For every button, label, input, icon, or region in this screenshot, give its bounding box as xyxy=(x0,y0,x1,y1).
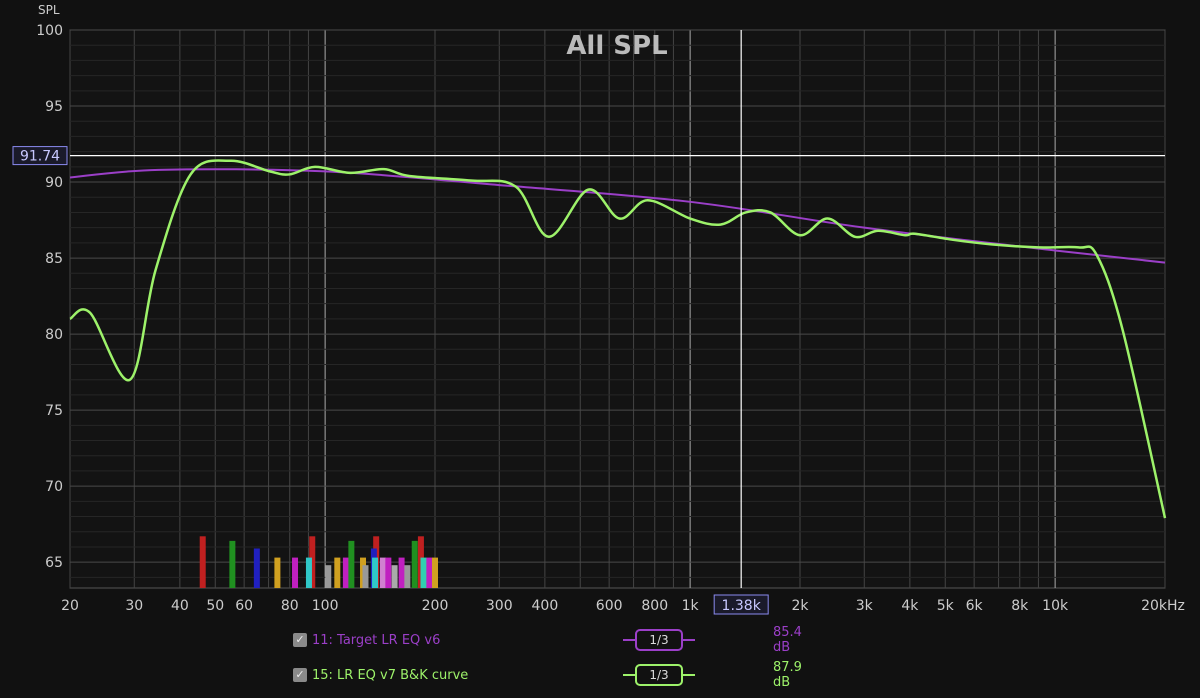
legend-label: 11: Target LR EQ v6 xyxy=(312,632,441,648)
x-tick-label: 40 xyxy=(171,598,189,614)
filter-marker[interactable] xyxy=(292,557,299,588)
x-tick-label: 400 xyxy=(532,598,559,614)
x-tick-label: 20 xyxy=(61,598,79,614)
filter-marker[interactable] xyxy=(426,557,433,588)
filter-marker[interactable] xyxy=(398,557,405,588)
filter-marker[interactable] xyxy=(379,557,386,588)
series-line-1 xyxy=(69,159,1167,519)
y-tick-label: 80 xyxy=(45,327,63,343)
legend-item-target: ✓ 11: Target LR EQ v6 1/3 85.4 dB xyxy=(293,625,802,655)
cursor-freq-box xyxy=(713,594,769,615)
x-tick-label: 80 xyxy=(281,598,299,614)
smoothing-button[interactable]: 1/3 xyxy=(623,664,695,686)
x-tick-label: 1k xyxy=(682,598,700,614)
x-tick-label: 30 xyxy=(125,598,143,614)
x-tick-label: 3k xyxy=(856,598,874,614)
y-tick-label: 75 xyxy=(45,403,63,419)
x-tick-label: 5k xyxy=(937,598,955,614)
plot-area[interactable] xyxy=(69,29,1166,589)
y-axis-label: SPL xyxy=(38,3,60,17)
filter-marker[interactable] xyxy=(253,548,260,588)
filter-marker[interactable] xyxy=(385,557,392,588)
y-tick-label: 100 xyxy=(36,23,63,39)
y-tick-label: 65 xyxy=(45,555,63,571)
x-tick-label: 600 xyxy=(596,598,623,614)
chart-title: All SPL xyxy=(566,31,667,61)
filter-marker[interactable] xyxy=(432,557,438,588)
filter-marker[interactable] xyxy=(348,540,355,588)
x-tick-label: 100 xyxy=(312,598,339,614)
legend-label: 15: LR EQ v7 B&K curve xyxy=(312,667,469,683)
filter-marker[interactable] xyxy=(420,557,427,588)
y-tick-label: 70 xyxy=(45,479,63,495)
filter-marker[interactable] xyxy=(362,565,369,588)
y-tick-label: 95 xyxy=(45,99,63,115)
legend-item-measurement: ✓ 15: LR EQ v7 B&K curve 1/3 87.9 dB xyxy=(293,660,802,690)
y-tick-label: 85 xyxy=(45,251,63,267)
x-tick-label: 4k xyxy=(901,598,919,614)
x-tick-label: 8k xyxy=(1011,598,1029,614)
filter-marker[interactable] xyxy=(229,540,236,588)
checkbox-target[interactable]: ✓ xyxy=(293,633,307,647)
x-tick-label: 10k xyxy=(1042,598,1069,614)
smoothing-button[interactable]: 1/3 xyxy=(623,629,695,651)
filter-marker[interactable] xyxy=(372,557,379,588)
filter-marker[interactable] xyxy=(305,557,312,588)
y-tick-label: 90 xyxy=(45,175,63,191)
filter-marker[interactable] xyxy=(325,565,332,588)
cursor-freq-label: 1.38k xyxy=(722,598,762,614)
x-tick-label: 300 xyxy=(486,598,513,614)
cursor-spl-label: 91.74 xyxy=(20,149,60,165)
legend-value: 85.4 dB xyxy=(773,625,802,655)
filter-marker[interactable] xyxy=(334,557,341,588)
filter-marker[interactable] xyxy=(274,557,281,588)
filter-marker[interactable] xyxy=(199,536,206,588)
x-tick-label: 2k xyxy=(791,598,809,614)
x-tick-label: 6k xyxy=(966,598,984,614)
x-tick-label: 60 xyxy=(235,598,253,614)
legend-value: 87.9 dB xyxy=(773,660,802,690)
filter-marker[interactable] xyxy=(404,565,411,588)
x-tick-label: 50 xyxy=(206,598,224,614)
cursor-spl-box xyxy=(12,146,68,166)
filter-marker[interactable] xyxy=(411,540,418,588)
x-tick-label: 20kHz xyxy=(1141,598,1185,614)
filter-marker[interactable] xyxy=(391,565,398,588)
filter-marker[interactable] xyxy=(309,536,316,588)
checkbox-measurement[interactable]: ✓ xyxy=(293,668,307,682)
x-tick-label: 200 xyxy=(422,598,449,614)
filter-marker[interactable] xyxy=(342,557,349,588)
x-tick-label: 800 xyxy=(641,598,668,614)
